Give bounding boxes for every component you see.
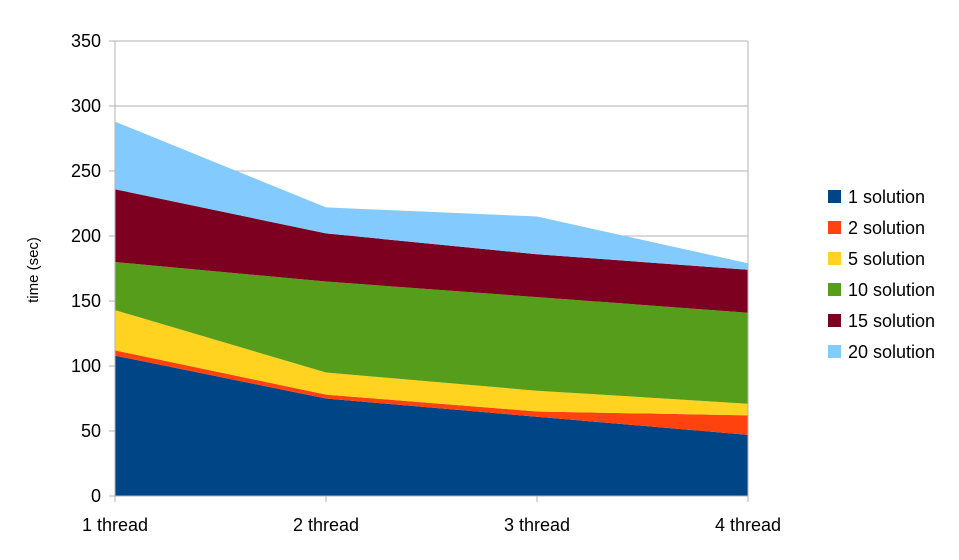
legend-label: 10 solution: [848, 280, 935, 300]
legend-item: 2 solution: [828, 218, 925, 238]
area-series-5-solution: [115, 310, 748, 416]
y-tick-label: 50: [81, 421, 101, 441]
x-tick-label: 2 thread: [293, 515, 359, 535]
area-series-20-solution: [115, 121, 748, 270]
legend-swatch: [828, 252, 841, 265]
legend-swatch: [828, 221, 841, 234]
y-tick-labels: 0 50 100 150 200 250 300 350: [71, 31, 101, 506]
legend-item: 1 solution: [828, 187, 925, 207]
x-tick-labels: 1 thread 2 thread 3 thread 4 thread: [82, 515, 781, 535]
legend-item: 5 solution: [828, 249, 925, 269]
legend-swatch: [828, 345, 841, 358]
y-tick-label: 350: [71, 31, 101, 51]
plot-areas: [115, 121, 748, 496]
y-tick-label: 300: [71, 96, 101, 116]
y-tick-label: 0: [91, 486, 101, 506]
y-axis-title: time (sec): [25, 237, 42, 303]
legend-label: 2 solution: [848, 218, 925, 238]
y-tick-label: 200: [71, 226, 101, 246]
area-series-1-solution: [115, 355, 748, 496]
legend-swatch: [828, 190, 841, 203]
legend-item: 20 solution: [828, 342, 935, 362]
legend-item: 10 solution: [828, 280, 935, 300]
legend-label: 1 solution: [848, 187, 925, 207]
x-tick-label: 3 thread: [504, 515, 570, 535]
area-series-10-solution: [115, 262, 748, 404]
axes: [109, 40, 749, 502]
legend-swatch: [828, 314, 841, 327]
x-tick-label: 1 thread: [82, 515, 148, 535]
legend-label: 20 solution: [848, 342, 935, 362]
y-tick-label: 250: [71, 161, 101, 181]
y-tick-label: 150: [71, 291, 101, 311]
legend-label: 15 solution: [848, 311, 935, 331]
x-tick-label: 4 thread: [715, 515, 781, 535]
area-series-15-solution: [115, 189, 748, 313]
area-series-2-solution: [115, 350, 748, 435]
legend: 1 solution 2 solution 5 solution 10 solutio…: [828, 187, 935, 362]
y-tick-label: 100: [71, 356, 101, 376]
legend-swatch: [828, 283, 841, 296]
legend-label: 5 solution: [848, 249, 925, 269]
legend-item: 15 solution: [828, 311, 935, 331]
